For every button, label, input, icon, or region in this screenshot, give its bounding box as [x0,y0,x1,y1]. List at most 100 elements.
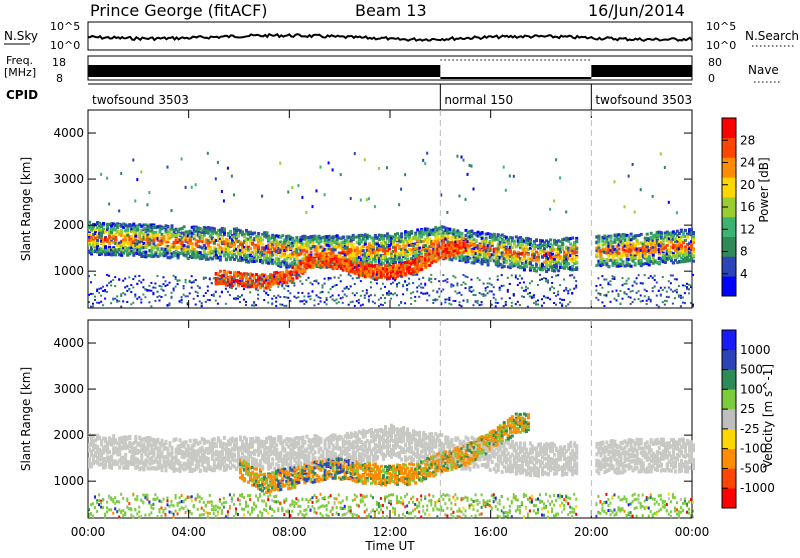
power-noise-cell [229,286,231,288]
power-cell [426,241,429,244]
power-noise-cell [539,274,541,276]
power-noise-cell [400,276,402,278]
power-noise-cell [191,287,193,289]
power-noise-cell [402,284,404,286]
power-noise-cell [454,300,456,302]
power-noise-cell [338,301,340,303]
power-noise-cell [547,282,549,284]
power-noise-cell [330,277,332,279]
power-noise-cell [100,295,102,297]
power-noise-cell [527,306,529,308]
power-sparse-cell [378,167,380,170]
power-sparse-cell [185,186,187,189]
power-noise-cell [360,280,362,282]
power-noise-cell [346,295,348,297]
power-noise-cell [225,303,227,305]
power-noise-cell [360,295,362,297]
power-cell [219,259,222,262]
sky-noise-trace [88,34,692,41]
power-noise-cell [90,293,92,295]
power-noise-cell [483,295,485,297]
power-noise-cell [336,302,338,304]
power-noise-cell [386,292,388,294]
power-noise-cell [386,278,388,280]
power-cell [223,228,226,231]
power-cell [342,236,345,239]
power-noise-cell [378,299,380,301]
power-cell [193,235,196,238]
power-noise-cell [157,291,159,293]
freq-tick-bottom: 8 [56,72,63,85]
power-noise-cell [384,297,386,299]
power-noise-cell [493,286,495,288]
power-noise-cell [237,295,239,297]
power-cell [432,245,435,248]
power-noise-cell [124,278,126,280]
power-noise-cell [545,280,547,282]
power-sparse-cell [366,198,368,201]
power-noise-cell [213,295,215,297]
power-noise-cell [517,278,519,280]
power-noise-cell [485,290,487,292]
power-sparse-cell [132,159,134,162]
power-noise-cell [257,289,259,291]
power-noise-cell [537,303,539,305]
power-cell [454,257,457,260]
power-noise-cell [312,290,314,292]
power-noise-cell [414,296,416,298]
power-noise-cell [461,284,463,286]
power-sparse-cell [400,188,402,191]
power-cell [360,240,363,243]
power-noise-cell [527,287,529,289]
power-noise-cell [473,304,475,306]
power-noise-cell [161,296,163,298]
power-sparse-cell [422,159,424,162]
power-sparse-cell [140,170,142,173]
power-noise-cell [227,278,229,280]
power-noise-cell [430,278,432,280]
power-noise-cell [100,301,102,303]
power-cell [384,255,387,258]
power-noise-cell [247,285,249,287]
power-noise-cell [249,284,251,286]
power-cell [257,232,260,235]
power-noise-cell [161,286,163,288]
power-noise-cell [130,291,132,293]
power-sparse-cell [465,198,467,201]
power-noise-cell [398,282,400,284]
power-noise-cell [376,282,378,284]
power-cell [527,253,530,256]
power-noise-cell [332,286,334,288]
power-cell [299,265,302,268]
power-noise-cell [110,302,112,304]
power-sparse-cell [463,159,465,162]
power-cell [152,242,155,245]
station-title: Prince George (fitACF) [90,1,268,20]
power-noise-cell [420,283,422,285]
power-noise-cell [301,283,303,285]
power-noise-cell [165,280,167,282]
power-noise-cell [535,303,537,305]
power-noise-cell [356,292,358,294]
power-noise-cell [418,285,420,287]
power-noise-cell [444,299,446,301]
power-noise-cell [330,288,332,290]
power-sparse-cell [217,161,219,164]
power-noise-cell [430,281,432,283]
power-noise-cell [191,275,193,277]
power-noise-cell [102,286,104,288]
power-sparse-cell [233,193,235,196]
power-noise-cell [237,275,239,277]
power-noise-cell [261,285,263,287]
power-noise-cell [352,301,354,303]
power-cell [400,258,403,261]
power-cell [100,234,103,237]
power-sparse-cell [467,173,469,176]
power-noise-cell [334,300,336,302]
power-noise-cell [257,294,259,296]
power-noise-cell [495,299,497,301]
power-cell [481,231,484,234]
power-noise-cell [360,305,362,307]
power-noise-cell [150,290,152,292]
power-noise-cell [134,296,136,298]
